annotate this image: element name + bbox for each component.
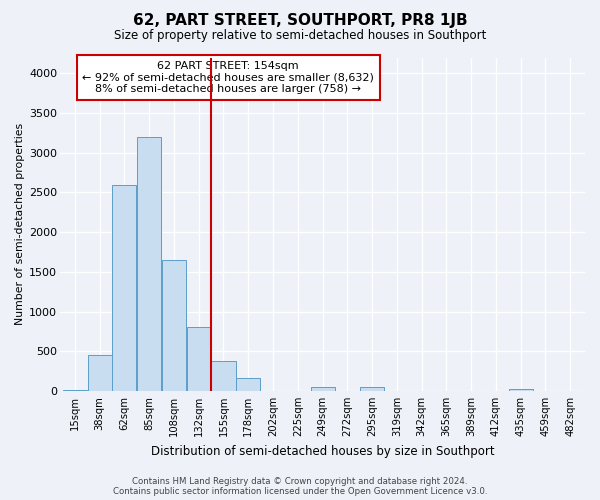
Bar [311, 386, 335, 391]
X-axis label: Distribution of semi-detached houses by size in Southport: Distribution of semi-detached houses by … [151, 444, 494, 458]
Bar [360, 387, 384, 391]
Bar [187, 326, 211, 391]
Bar [236, 378, 260, 391]
Text: Contains HM Land Registry data © Crown copyright and database right 2024.
Contai: Contains HM Land Registry data © Crown c… [113, 476, 487, 496]
Bar [162, 260, 186, 391]
Bar [137, 137, 161, 391]
Bar [63, 390, 87, 391]
Bar [112, 184, 136, 391]
Bar [88, 355, 112, 391]
Text: 62, PART STREET, SOUTHPORT, PR8 1JB: 62, PART STREET, SOUTHPORT, PR8 1JB [133, 12, 467, 28]
Bar [509, 388, 533, 391]
Bar [211, 361, 236, 391]
Text: 62 PART STREET: 154sqm
← 92% of semi-detached houses are smaller (8,632)
8% of s: 62 PART STREET: 154sqm ← 92% of semi-det… [82, 61, 374, 94]
Text: Size of property relative to semi-detached houses in Southport: Size of property relative to semi-detach… [114, 29, 486, 42]
Y-axis label: Number of semi-detached properties: Number of semi-detached properties [15, 123, 25, 326]
